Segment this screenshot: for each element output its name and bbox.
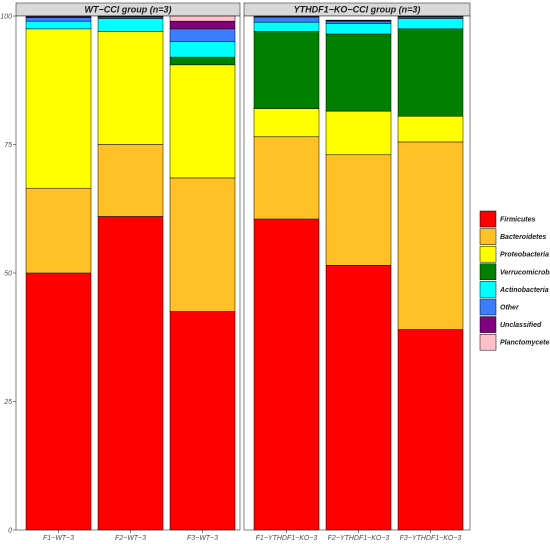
bar-segment-verrucomicrobia [253, 31, 320, 109]
x-tick-label: F3−YTHDF1−KO−3 [400, 535, 462, 542]
y-tick-label: 75 [4, 142, 12, 149]
legend-label: Actinobacteria [499, 287, 549, 294]
bar-segment-bacteroidetes [253, 136, 320, 220]
bar-segment-proteobacteria [25, 28, 92, 189]
bar-segment-firmicutes [169, 311, 236, 531]
bar-segment-verrucomicrobia [397, 28, 464, 117]
legend-label: Firmicutes [500, 217, 536, 224]
bar-segment-proteobacteria [97, 31, 164, 145]
legend-label: Verrucomicrobia [500, 269, 550, 276]
y-tick-label: 25 [3, 399, 12, 406]
bar-segment-verrucomicrobia [169, 56, 236, 66]
legend-swatch [479, 281, 497, 298]
legend-swatch [479, 316, 497, 333]
legend-item: Planctomycetes [479, 333, 550, 351]
bar-segment-bacteroidetes [25, 187, 92, 274]
bar-segment-planctomycetes [325, 19, 392, 21]
facet-panel: YTHDF1−KO−CCI group (n=3) F1−YTHDF1−KO−3 F… [243, 2, 471, 542]
legend-label: Other [500, 305, 520, 312]
legend-item: Unclassified [479, 316, 542, 333]
legend-swatch [479, 228, 497, 245]
facet-title: YTHDF1−KO−CCI group (n=3) [294, 5, 421, 15]
bar-segment-firmicutes [253, 218, 320, 531]
legend-swatch [479, 298, 497, 316]
bar-segment-proteobacteria [397, 115, 464, 143]
legend-label: Proteobacteria [500, 252, 549, 259]
bar-segment-actinobacteria [325, 23, 392, 35]
legend-item: Proteobacteria [479, 245, 549, 263]
x-tick-label: F1−YTHDF1−KO−3 [256, 535, 318, 542]
bar-segment-firmicutes [97, 216, 164, 531]
y-tick-label: 100 [0, 14, 12, 21]
bar-segment-firmicutes [397, 329, 464, 531]
legend-item: Bacteroidetes [479, 228, 546, 245]
bar-segment-actinobacteria [397, 18, 464, 30]
bar-segment-other [169, 28, 236, 42]
bar-segment-actinobacteria [253, 21, 320, 32]
bar-segment-firmicutes [325, 265, 392, 531]
bar-segment-proteobacteria [325, 110, 392, 156]
bar-segment-actinobacteria [97, 18, 164, 32]
bar-segment-actinobacteria [169, 41, 236, 58]
bar-segment-bacteroidetes [397, 141, 464, 330]
bar-segment-verrucomicrobia [325, 33, 392, 112]
legend-swatch [479, 210, 497, 228]
bar-segment-bacteroidetes [169, 177, 236, 312]
legend-label: Unclassified [500, 322, 542, 329]
bar-segment-planctomycetes [169, 15, 236, 22]
bar-segment-bacteroidetes [97, 144, 164, 217]
legend-label: Planctomycetes [500, 340, 550, 347]
legend-swatch [479, 263, 497, 281]
legend-item: Verrucomicrobia [479, 263, 550, 281]
bar-segment-actinobacteria [25, 20, 92, 30]
legend-swatch [479, 245, 497, 263]
x-tick-label: F3−WT−3 [187, 535, 218, 542]
legend-label: Bacteroidetes [500, 234, 546, 241]
bar-segment-proteobacteria [169, 64, 236, 179]
legend-item: Other [479, 298, 520, 316]
facet-panel: WT−CCI group (n=3) F1−WT−3 F2−WT−3 F3−WT−3 [15, 2, 241, 542]
bar-segment-other [25, 17, 92, 22]
legend-swatch [479, 333, 497, 351]
bar-segment-unclassified [169, 20, 236, 30]
legend: Firmicutes Bacteroidetes Proteobacteria Ver… [479, 210, 550, 351]
bar-segment-proteobacteria [253, 108, 320, 138]
bar-segment-other [253, 16, 320, 23]
bar-segment-other [325, 20, 392, 24]
x-tick-label: F2−WT−3 [115, 535, 146, 542]
panel-border [243, 15, 471, 531]
y-tick-label: 0 [8, 528, 12, 535]
x-tick-label: F2−YTHDF1−KO−3 [328, 535, 390, 542]
x-tick-label: F1−WT−3 [43, 535, 74, 542]
bar-segment-firmicutes [25, 272, 92, 531]
y-tick-label: 50 [4, 271, 12, 278]
y-axis: 0 25 50 75 100 [0, 14, 16, 535]
bar-segment-bacteroidetes [325, 154, 392, 266]
facet-title: WT−CCI group (n=3) [85, 5, 172, 15]
chart-panels: WT−CCI group (n=3) F1−WT−3 F2−WT−3 F3−WT−3 Y… [15, 2, 471, 542]
legend-item: Actinobacteria [479, 281, 549, 298]
legend-item: Firmicutes [479, 210, 536, 228]
